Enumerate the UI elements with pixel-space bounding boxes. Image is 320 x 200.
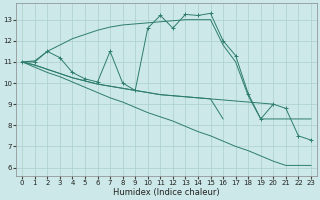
X-axis label: Humidex (Indice chaleur): Humidex (Indice chaleur) xyxy=(113,188,220,197)
